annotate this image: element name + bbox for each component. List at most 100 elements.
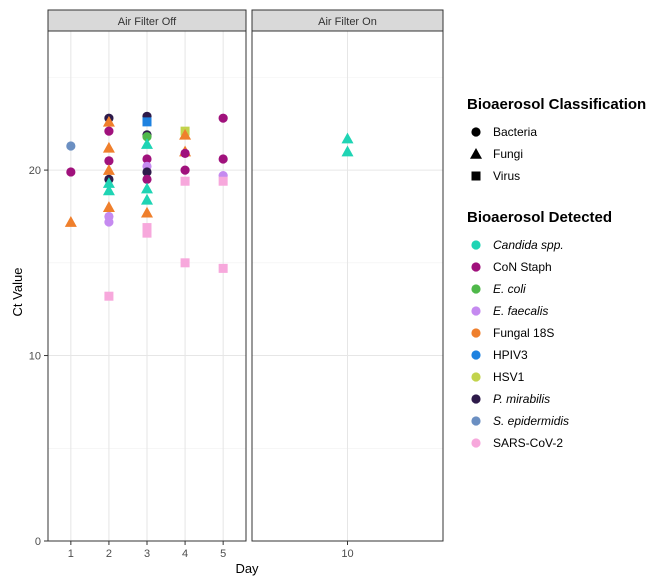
circle-key-icon bbox=[471, 262, 481, 272]
color-legend-label: SARS-CoV-2 bbox=[493, 436, 564, 450]
legend: Bioaerosol Classification Bacteria Fungi V… bbox=[467, 96, 663, 454]
triangle-key-icon bbox=[470, 148, 482, 159]
square-key-icon bbox=[471, 171, 481, 181]
color-legend-label: HPIV3 bbox=[493, 348, 528, 362]
data-point bbox=[142, 223, 152, 233]
circle-key-icon bbox=[471, 416, 481, 426]
y-axis-title: Ct Value bbox=[10, 268, 25, 317]
data-point bbox=[104, 217, 114, 227]
color-legend-item: Fungal 18S bbox=[467, 322, 663, 344]
data-point bbox=[102, 164, 115, 175]
y-tick-label: 10 bbox=[29, 351, 41, 363]
data-point bbox=[141, 182, 153, 194]
square-icon bbox=[469, 169, 483, 183]
data-point bbox=[180, 258, 190, 268]
data-point bbox=[102, 115, 115, 127]
x-axis-title: Day bbox=[235, 561, 259, 576]
color-legend-label: E. coli bbox=[493, 282, 526, 296]
data-point bbox=[180, 148, 190, 158]
x-tick-label: 2 bbox=[106, 548, 112, 560]
data-point bbox=[102, 177, 115, 188]
data-point bbox=[218, 154, 228, 164]
circle-icon bbox=[469, 125, 483, 139]
data-point bbox=[142, 167, 152, 177]
color-swatch-icon bbox=[469, 348, 483, 362]
circle-key-icon bbox=[471, 394, 481, 404]
data-point bbox=[141, 206, 153, 218]
shape-legend-item: Fungi bbox=[467, 143, 663, 165]
x-tick-label: 10 bbox=[341, 548, 353, 560]
panel-strip-label: Air Filter On bbox=[318, 16, 377, 28]
color-swatch-icon bbox=[469, 282, 483, 296]
color-legend-item: Candida spp. bbox=[467, 234, 663, 256]
color-legend-label: Candida spp. bbox=[493, 238, 564, 252]
data-point bbox=[142, 132, 152, 142]
circle-key-icon bbox=[471, 438, 481, 448]
y-tick-label: 20 bbox=[29, 165, 41, 177]
circle-key-icon bbox=[471, 328, 481, 338]
data-point bbox=[142, 228, 152, 238]
circle-key-icon bbox=[471, 372, 481, 382]
color-legend-label: S. epidermidis bbox=[493, 414, 570, 428]
x-tick-label: 5 bbox=[220, 548, 226, 560]
data-point bbox=[180, 176, 190, 186]
data-point bbox=[102, 141, 115, 153]
x-tick-label: 1 bbox=[68, 548, 74, 560]
color-legend: Candida spp. CoN Staph E. coli E. faecalis F… bbox=[467, 234, 663, 454]
circle-key-icon bbox=[471, 127, 481, 137]
data-point bbox=[341, 145, 354, 157]
circle-key-icon bbox=[471, 240, 481, 250]
panel-1: Air Filter Off 1 2 3 4 5 0 10 20 bbox=[29, 9, 247, 560]
data-point bbox=[179, 128, 192, 140]
points-layer bbox=[64, 111, 354, 301]
color-swatch-icon bbox=[469, 392, 483, 406]
circle-key-icon bbox=[471, 306, 481, 316]
color-legend-item: HPIV3 bbox=[467, 344, 663, 366]
color-legend-title: Bioaerosol Detected bbox=[467, 209, 613, 226]
data-point bbox=[142, 174, 152, 184]
color-legend-label: Fungal 18S bbox=[493, 326, 555, 340]
panel-border bbox=[251, 30, 444, 542]
data-point bbox=[141, 138, 153, 149]
color-legend-item: E. coli bbox=[467, 278, 663, 300]
data-point bbox=[341, 132, 354, 144]
shape-legend-label: Fungi bbox=[493, 147, 524, 161]
color-legend-label: CoN Staph bbox=[493, 260, 552, 274]
color-legend-item: CoN Staph bbox=[467, 256, 663, 278]
data-point bbox=[180, 165, 190, 175]
color-legend-label: E. faecalis bbox=[493, 304, 549, 318]
circle-key-icon bbox=[471, 284, 481, 294]
shape-legend-item: Bacteria bbox=[467, 121, 663, 143]
color-legend-item: HSV1 bbox=[467, 366, 663, 388]
color-swatch-icon bbox=[469, 260, 483, 274]
color-legend-label: HSV1 bbox=[493, 370, 525, 384]
color-swatch-icon bbox=[469, 370, 483, 384]
panel-strip-label: Air Filter Off bbox=[118, 16, 177, 28]
color-legend-item: E. faecalis bbox=[467, 300, 663, 322]
circle-key-icon bbox=[471, 350, 481, 360]
data-point bbox=[104, 126, 114, 136]
shape-legend-label: Bacteria bbox=[493, 125, 538, 139]
color-legend-item: SARS-CoV-2 bbox=[467, 432, 663, 454]
data-point bbox=[141, 193, 153, 205]
color-legend-label: P. mirabilis bbox=[493, 392, 551, 406]
data-point bbox=[218, 176, 228, 186]
color-swatch-icon bbox=[469, 304, 483, 318]
panel-border bbox=[47, 30, 247, 542]
x-tick-label: 3 bbox=[144, 548, 150, 560]
y-tick-label: 0 bbox=[35, 536, 41, 548]
data-point bbox=[66, 167, 76, 177]
color-swatch-icon bbox=[469, 414, 483, 428]
color-swatch-icon bbox=[469, 238, 483, 252]
data-point bbox=[142, 117, 152, 127]
data-point bbox=[64, 216, 77, 227]
color-swatch-icon bbox=[469, 326, 483, 340]
shape-legend: Bacteria Fungi Virus bbox=[467, 121, 663, 187]
triangle-icon bbox=[469, 147, 483, 161]
x-tick-label: 4 bbox=[182, 548, 188, 560]
shape-legend-title: Bioaerosol Classification bbox=[467, 96, 647, 113]
shape-legend-label: Virus bbox=[493, 169, 521, 183]
data-point bbox=[218, 113, 228, 123]
color-legend-item: P. mirabilis bbox=[467, 388, 663, 410]
